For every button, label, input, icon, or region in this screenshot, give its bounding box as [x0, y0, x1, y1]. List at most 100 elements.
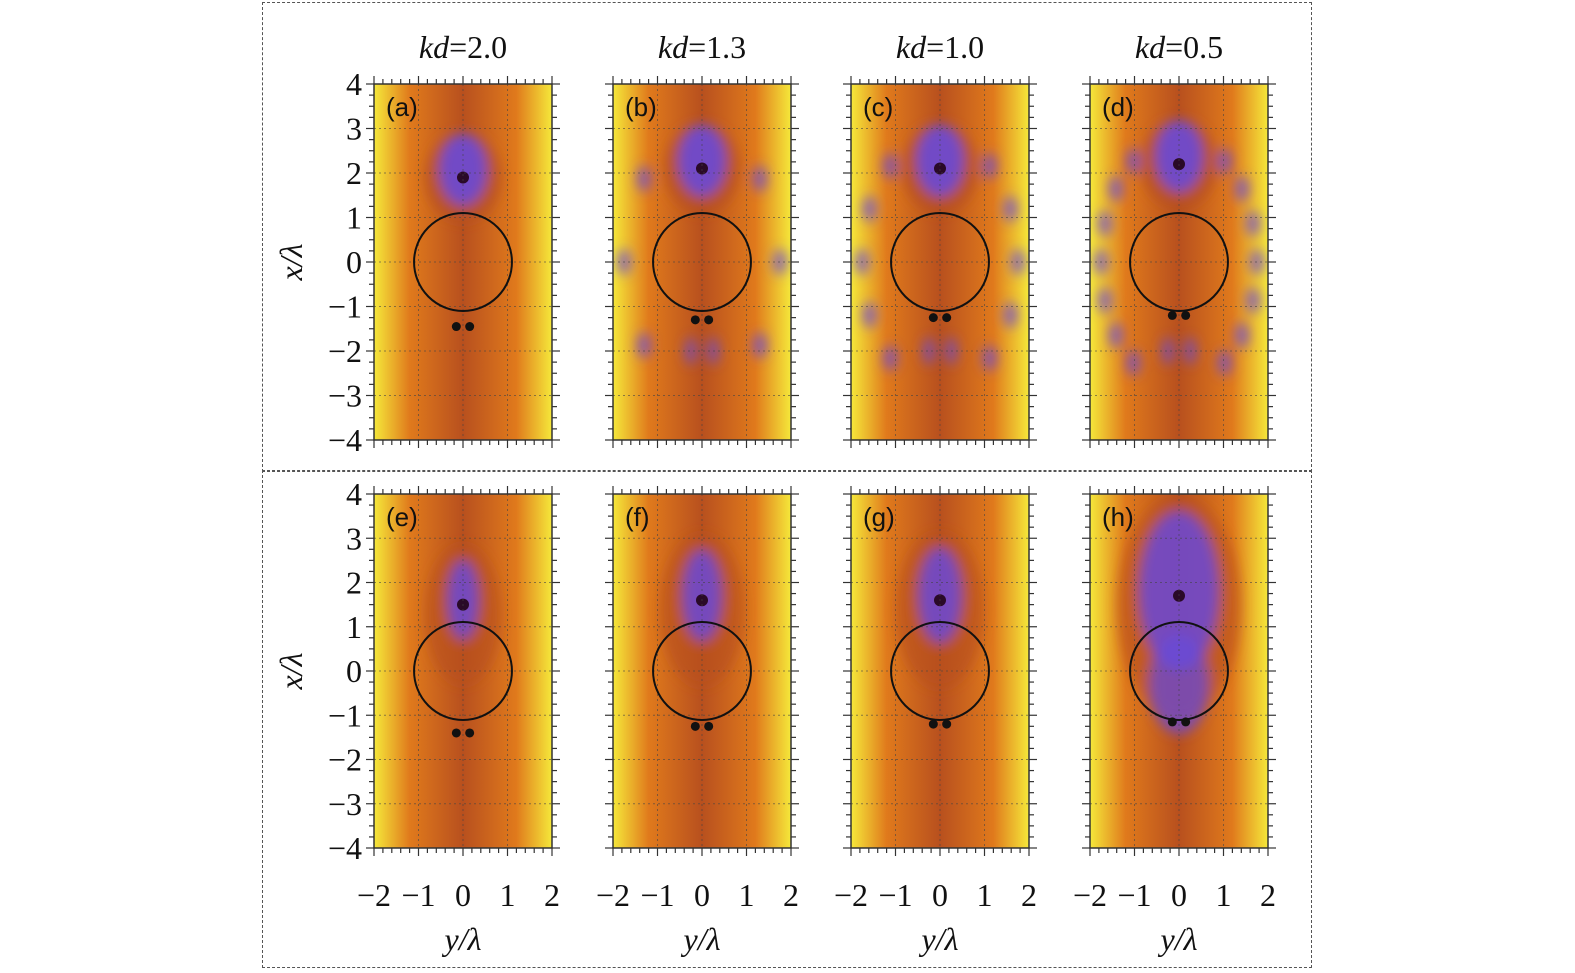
y-tick-label: 3: [346, 520, 362, 556]
x-tick-label: −1: [878, 877, 912, 913]
y-tick-label: 0: [346, 244, 362, 280]
x-tick-label: 0: [455, 877, 471, 913]
focal-spot: [696, 162, 708, 175]
x-tick-label: 1: [739, 877, 755, 913]
panel-label: (f): [625, 502, 650, 532]
source-point: [928, 313, 938, 323]
grid-lines: [1090, 84, 1268, 440]
top-row-frame: [262, 2, 1312, 472]
panel-h: (h): [1082, 486, 1276, 856]
column-title-value: =0.5: [1165, 29, 1223, 65]
x-tick-label: 0: [694, 877, 710, 913]
panel-b: (b): [605, 76, 799, 448]
scatterer-circle: [890, 621, 990, 721]
y-tick-label: 2: [346, 565, 362, 601]
grid-lines: [374, 84, 552, 440]
panel-label: (c): [863, 92, 893, 122]
source-point: [928, 719, 938, 729]
x-tick-label: −1: [1117, 877, 1151, 913]
panel-label: (d): [1102, 92, 1134, 122]
panel-f: (f): [605, 486, 799, 856]
panel-label: (b): [625, 92, 657, 122]
source-point: [451, 728, 461, 738]
panel-g: (g): [843, 486, 1037, 856]
panel-label: (e): [386, 502, 418, 532]
column-title-italic: kd: [419, 29, 450, 65]
panel-label: (a): [386, 92, 418, 122]
source-point: [1181, 310, 1191, 320]
tick-marks: [843, 76, 1037, 448]
y-tick-label: −2: [328, 742, 362, 778]
grid-lines: [1090, 494, 1268, 848]
x-tick-label: −2: [1073, 877, 1107, 913]
column-title: kd=2.0: [419, 29, 507, 65]
y-tick-label: 1: [346, 200, 362, 236]
tick-marks: [605, 486, 799, 856]
y-tick-label: 0: [346, 653, 362, 689]
column-title: kd=1.3: [658, 29, 746, 65]
grid-lines: [851, 84, 1029, 440]
y-axis-label: x/λ: [273, 652, 309, 690]
source-point: [1181, 717, 1191, 727]
column-title-value: =1.0: [926, 29, 984, 65]
source-point: [704, 721, 714, 731]
column-title: kd=0.5: [1135, 29, 1223, 65]
scatterer-circle: [652, 212, 752, 312]
x-tick-label: −1: [401, 877, 435, 913]
scatterer-circle: [413, 212, 513, 312]
panel-c: (c): [843, 76, 1037, 448]
x-tick-label: 1: [1216, 877, 1232, 913]
source-point: [1167, 310, 1177, 320]
panel-a: (a): [366, 76, 560, 448]
source-point: [465, 322, 475, 332]
panel-label: (h): [1102, 502, 1134, 532]
y-tick-label: −4: [328, 830, 362, 866]
panel-d: (d): [1082, 76, 1276, 448]
y-tick-label: 2: [346, 155, 362, 191]
x-tick-label: −1: [640, 877, 674, 913]
tick-marks: [605, 76, 799, 448]
x-tick-label: 0: [932, 877, 948, 913]
panel-label: (g): [863, 502, 895, 532]
x-tick-label: −2: [834, 877, 868, 913]
x-tick-label: 2: [783, 877, 799, 913]
scatterer-circle: [413, 621, 513, 721]
x-tick-label: 2: [1021, 877, 1037, 913]
source-point: [690, 315, 700, 325]
tick-marks: [843, 486, 1037, 856]
column-title-italic: kd: [1135, 29, 1166, 65]
bottom-row-frame: [262, 470, 1312, 968]
x-axis-label: y/λ: [442, 921, 482, 957]
x-tick-label: 2: [544, 877, 560, 913]
x-tick-label: 0: [1171, 877, 1187, 913]
y-tick-label: −3: [328, 786, 362, 822]
column-title-italic: kd: [896, 29, 927, 65]
focal-spot: [457, 171, 469, 184]
column-title-value: =1.3: [688, 29, 746, 65]
x-tick-label: 1: [977, 877, 993, 913]
x-axis-label: y/λ: [681, 921, 721, 957]
y-tick-label: 4: [346, 476, 362, 512]
scatterer-circle: [652, 621, 752, 721]
y-axis-label: x/λ: [273, 243, 309, 281]
source-point: [942, 313, 952, 323]
focus-region: [1094, 120, 1264, 376]
y-tick-label: −2: [328, 333, 362, 369]
y-tick-label: −1: [328, 697, 362, 733]
source-point: [942, 719, 952, 729]
scatterer-circle: [1129, 621, 1229, 721]
grid-lines: [374, 494, 552, 848]
y-tick-label: 3: [346, 111, 362, 147]
y-tick-label: −3: [328, 378, 362, 414]
source-point: [1167, 717, 1177, 727]
scatterer-circle: [1129, 212, 1229, 312]
x-tick-label: −2: [596, 877, 630, 913]
tick-marks: [366, 76, 560, 448]
grid-lines: [613, 494, 791, 848]
tick-marks: [1082, 486, 1276, 856]
source-point: [690, 721, 700, 731]
source-point: [451, 322, 461, 332]
source-point: [465, 728, 475, 738]
column-title: kd=1.0: [896, 29, 984, 65]
